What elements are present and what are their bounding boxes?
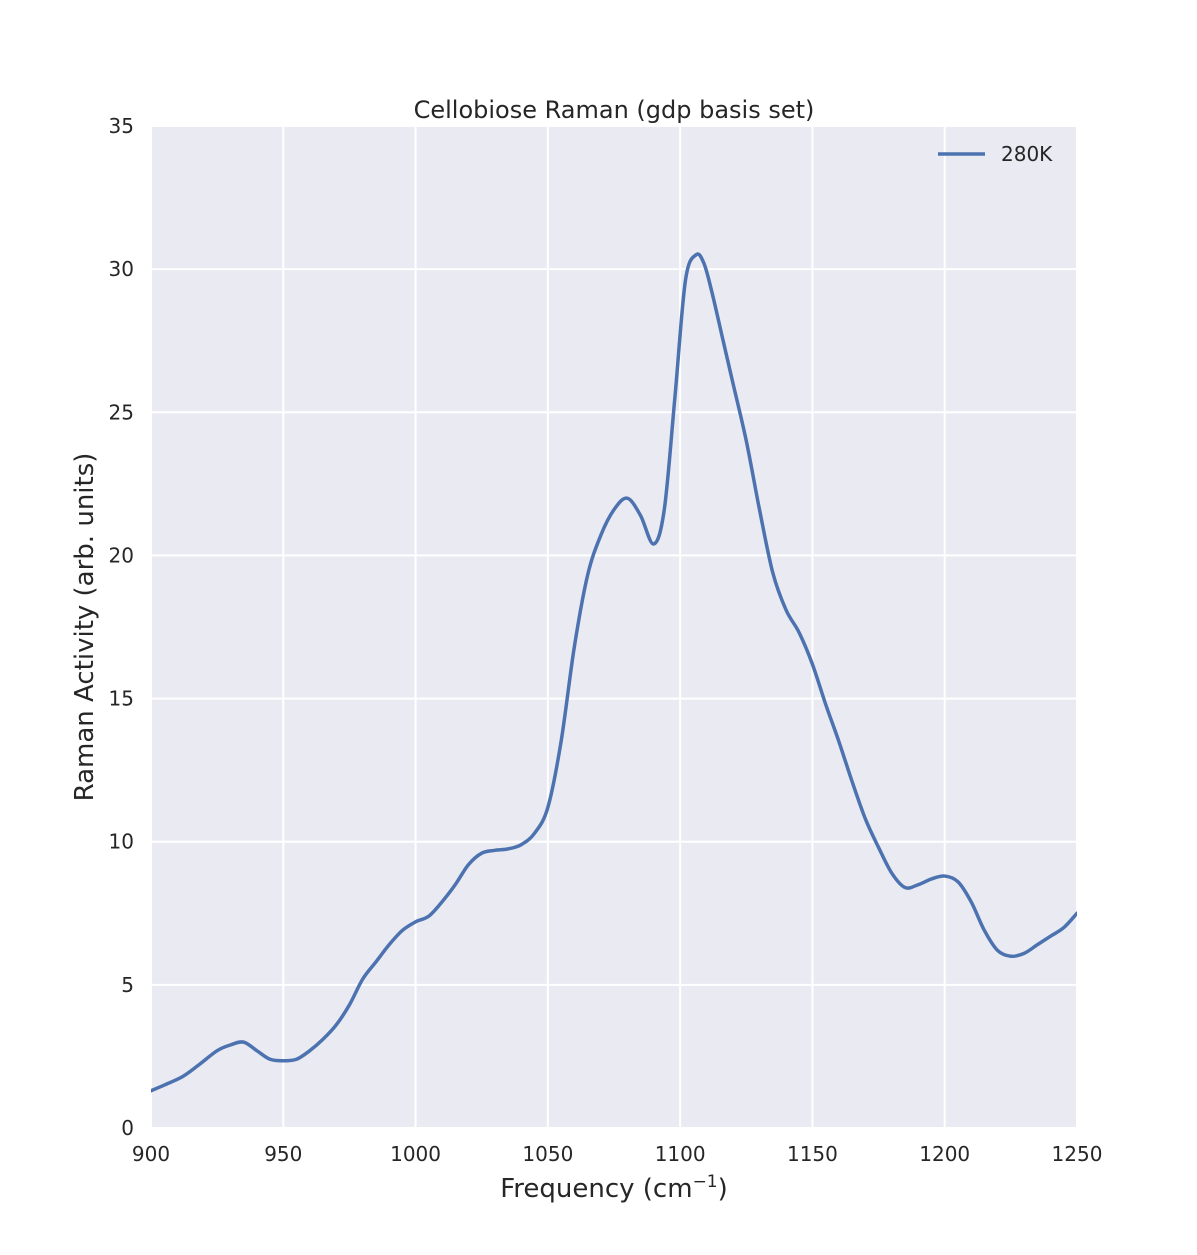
x-tick-label: 1050 — [522, 1142, 573, 1166]
x-tick-labels: 900 950 1000 1050 1100 1150 1200 1250 — [132, 1142, 1103, 1166]
x-tick-label: 1250 — [1052, 1142, 1103, 1166]
grid-lines — [150, 125, 1078, 1129]
x-tick-label: 1200 — [919, 1142, 970, 1166]
x-axis-label-end: ) — [718, 1174, 728, 1204]
x-tick-label: 900 — [132, 1142, 170, 1166]
x-axis-label-superscript: −1 — [693, 1172, 718, 1192]
y-tick-label: 20 — [109, 543, 134, 567]
y-tick-label: 30 — [109, 257, 134, 281]
x-axis-label: Frequency (cm−1) — [500, 1172, 728, 1204]
plot-area — [151, 126, 1077, 1128]
y-tick-labels: 0 5 10 15 20 25 30 35 — [109, 114, 134, 1140]
y-tick-label: 5 — [121, 973, 134, 997]
x-tick-label: 950 — [264, 1142, 302, 1166]
chart-title: Cellobiose Raman (gdp basis set) — [414, 96, 815, 124]
series-layer — [151, 252, 1077, 1093]
x-axis-label-main: Frequency (cm — [500, 1174, 692, 1204]
legend-label-280K: 280K — [1001, 142, 1053, 166]
legend: 280K — [938, 142, 1053, 166]
y-axis-label: Raman Activity (arb. units) — [70, 453, 100, 802]
x-tick-label: 1100 — [655, 1142, 706, 1166]
y-tick-label: 0 — [121, 1116, 134, 1140]
series-line-280K — [151, 252, 1077, 1093]
y-tick-label: 35 — [109, 114, 134, 138]
x-tick-label: 1150 — [787, 1142, 838, 1166]
y-tick-label: 15 — [109, 687, 134, 711]
y-tick-label: 25 — [109, 400, 134, 424]
x-tick-label: 1000 — [390, 1142, 441, 1166]
y-tick-label: 10 — [109, 830, 134, 854]
